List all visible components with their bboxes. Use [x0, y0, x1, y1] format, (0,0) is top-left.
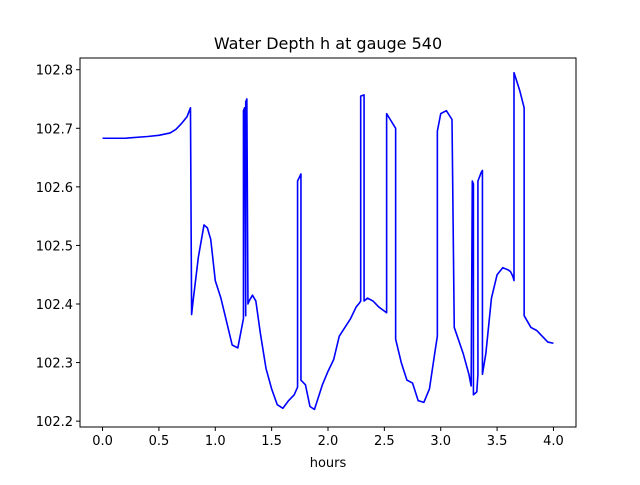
plot-area: [80, 58, 576, 427]
x-tick-label: 2.5: [374, 434, 395, 449]
y-tick-label: 102.2: [36, 415, 73, 430]
x-tick-label: 1.5: [261, 434, 282, 449]
x-tick-label: 0.0: [92, 434, 113, 449]
plot-frame: [79, 57, 577, 428]
series-line: [102, 71, 554, 411]
x-tick-label: 3.5: [487, 434, 508, 449]
y-tick-label: 102.5: [36, 239, 73, 254]
y-tick-label: 102.3: [36, 357, 73, 372]
x-tick-label: 2.0: [318, 434, 339, 449]
x-tick-label: 4.0: [543, 434, 564, 449]
x-tick-label: 3.0: [430, 434, 451, 449]
y-axis-ticks: 102.2 102.3 102.4 102.5 102.6 102.7 102.8: [36, 64, 80, 430]
x-tick-label: 1.0: [205, 434, 226, 449]
x-axis-label: hours: [310, 456, 347, 471]
x-axis-ticks: 0.0 0.5 1.0 1.5 2.0 2.5 3.0 3.5 4.0: [92, 427, 564, 449]
series-layer: [102, 71, 554, 411]
y-tick-label: 102.7: [36, 122, 73, 137]
y-tick-label: 102.4: [36, 298, 73, 313]
y-tick-label: 102.8: [36, 64, 73, 79]
chart-title: Water Depth h at gauge 540: [214, 34, 442, 53]
x-tick-label: 0.5: [149, 434, 170, 449]
y-tick-label: 102.6: [36, 181, 73, 196]
